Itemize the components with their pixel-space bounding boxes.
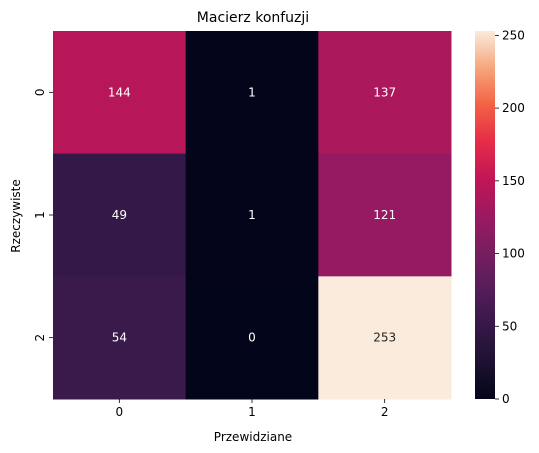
cell-value-label-1-2: 121 xyxy=(373,208,396,222)
x-axis: 0 1 2 xyxy=(116,399,389,419)
heatmap-cell-2-0 xyxy=(53,276,187,400)
colorbar-tick-label: 100 xyxy=(502,247,525,261)
heatmap-cells: 144 1 137 49 1 121 54 0 253 xyxy=(53,31,452,400)
heatmap-cell-2-2 xyxy=(318,276,452,400)
y-axis: 0 1 2 xyxy=(33,89,53,342)
y-tick-label: 1 xyxy=(33,211,47,219)
colorbar-tick-label: 50 xyxy=(502,319,517,333)
cell-value-label-1-1: 1 xyxy=(248,208,256,222)
y-tick-label: 2 xyxy=(33,334,47,342)
chart-title: Macierz konfuzji xyxy=(197,10,309,26)
colorbar-tick-label: 0 xyxy=(502,392,510,406)
cell-value-label-2-1: 0 xyxy=(248,331,256,345)
cell-value-label-0-1: 1 xyxy=(248,85,256,99)
heatmap-cell-0-1 xyxy=(185,31,319,155)
colorbar-axis: 0 50 100 150 200 250 xyxy=(495,28,525,406)
colorbar-tick-label: 150 xyxy=(502,174,525,188)
x-tick-label: 0 xyxy=(116,405,124,419)
cell-value-label-1-0: 49 xyxy=(112,208,127,222)
cell-value-label-2-0: 54 xyxy=(112,331,127,345)
y-axis-label: Rzeczywiste xyxy=(9,179,23,253)
cell-value-label-2-2: 253 xyxy=(373,331,396,345)
heatmap-cell-1-1 xyxy=(185,153,319,277)
colorbar-tick-label: 250 xyxy=(502,28,525,42)
x-tick-label: 1 xyxy=(248,405,256,419)
x-tick-label: 2 xyxy=(381,405,389,419)
heatmap-cell-0-0 xyxy=(53,31,187,155)
cell-value-label-0-2: 137 xyxy=(373,85,396,99)
heatmap-cell-1-0 xyxy=(53,153,187,277)
heatmap-cell-2-1 xyxy=(185,276,319,400)
x-axis-label: Przewidziane xyxy=(214,430,292,444)
heatmap-cell-0-2 xyxy=(318,31,452,155)
heatmap-cell-1-2 xyxy=(318,153,452,277)
cell-value-label-0-0: 144 xyxy=(108,85,131,99)
y-tick-label: 0 xyxy=(33,89,47,97)
colorbar-tick-label: 200 xyxy=(502,101,525,115)
colorbar xyxy=(475,31,495,399)
